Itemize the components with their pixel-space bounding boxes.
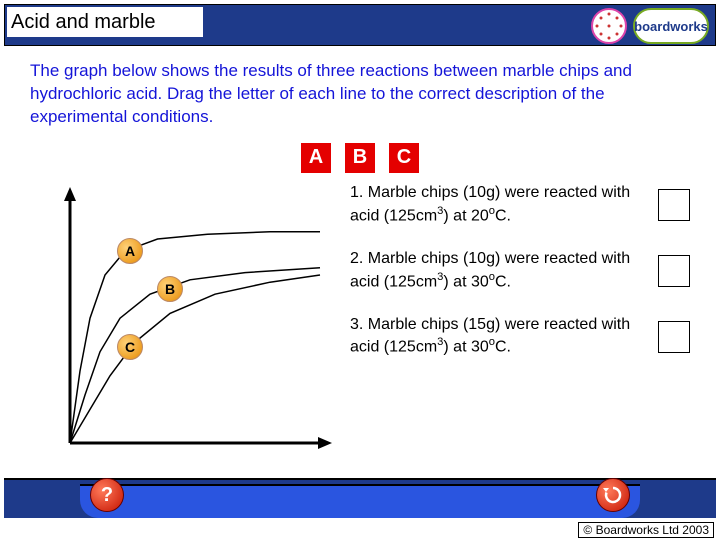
questions-list: 1. Marble chips (10g) were reacted with … bbox=[350, 183, 690, 473]
tile-c[interactable]: C bbox=[389, 143, 419, 173]
boardworks-logo: boardworks bbox=[633, 8, 709, 44]
question-2-text: 2. Marble chips (10g) were reacted with … bbox=[350, 249, 648, 293]
logo-text: boardworks bbox=[634, 19, 708, 34]
question-2: 2. Marble chips (10g) were reacted with … bbox=[350, 249, 690, 293]
curve-marker-b: B bbox=[157, 276, 183, 302]
title-box: Acid and marble bbox=[7, 7, 203, 37]
reaction-graph: AB C bbox=[30, 183, 340, 473]
curve-marker-c: C bbox=[117, 334, 143, 360]
page-title: Acid and marble bbox=[11, 11, 156, 34]
graph-svg bbox=[30, 183, 340, 473]
tile-b[interactable]: B bbox=[345, 143, 375, 173]
main-row: AB C 1. Marble chips (10g) were reacted w… bbox=[30, 183, 690, 473]
question-1: 1. Marble chips (10g) were reacted with … bbox=[350, 183, 690, 227]
tile-a[interactable]: A bbox=[301, 143, 331, 173]
reset-icon bbox=[603, 485, 623, 505]
instructions-text: The graph below shows the results of thr… bbox=[30, 60, 690, 129]
sun-icon bbox=[591, 8, 627, 44]
help-button[interactable]: ? bbox=[90, 478, 124, 512]
logo-group: boardworks bbox=[591, 5, 709, 47]
question-3-text: 3. Marble chips (15g) were reacted with … bbox=[350, 315, 648, 359]
copyright-text: © Boardworks Ltd 2003 bbox=[578, 522, 714, 538]
question-1-text: 1. Marble chips (10g) were reacted with … bbox=[350, 183, 648, 227]
reset-button[interactable] bbox=[596, 478, 630, 512]
drop-box-3[interactable] bbox=[658, 321, 690, 353]
question-3: 3. Marble chips (15g) were reacted with … bbox=[350, 315, 690, 359]
control-pill: ? bbox=[80, 484, 640, 518]
content-area: The graph below shows the results of thr… bbox=[30, 60, 690, 473]
curve-marker-a: A bbox=[117, 238, 143, 264]
drop-box-2[interactable] bbox=[658, 255, 690, 287]
drag-tiles-row: A B C bbox=[30, 143, 690, 173]
drop-box-1[interactable] bbox=[658, 189, 690, 221]
header-bar: Acid and marble boardworks bbox=[4, 4, 716, 46]
